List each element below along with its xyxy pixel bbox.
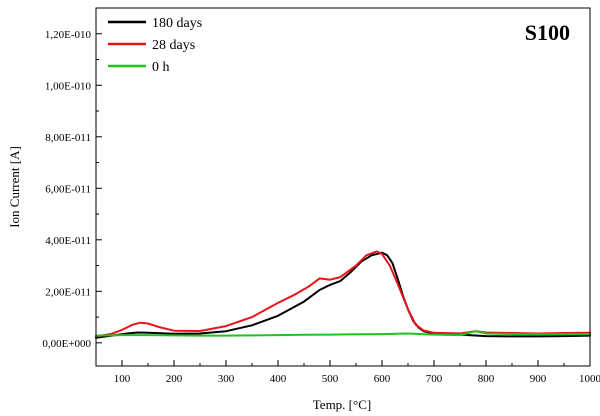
legend-label: 180 days <box>152 16 202 31</box>
x-axis-ticks: 100 200 300 400 500 600 700 800 900 1000 <box>95 360 600 385</box>
x-tick-label: 700 <box>426 373 443 385</box>
x-axis-title: Temp. [°C] <box>313 397 371 412</box>
y-tick-label: 1,20E-010 <box>45 29 92 41</box>
y-tick-label: 4,00E-011 <box>45 235 91 247</box>
x-tick-label: 100 <box>114 373 131 385</box>
y-tick-label: 0,00E+000 <box>42 338 91 350</box>
y-tick-label: 1,00E-010 <box>45 80 92 92</box>
plot-frame <box>95 7 591 367</box>
x-tick-label: 200 <box>166 373 183 385</box>
series-line-0-h <box>95 330 591 337</box>
y-axis-title: Ion Current [A] <box>7 146 22 228</box>
x-tick-label: 400 <box>270 373 287 385</box>
series-line-180-days <box>95 251 591 339</box>
legend: 180 days 28 days 0 h <box>108 16 202 75</box>
x-tick-label: 900 <box>530 373 547 385</box>
series-line-28-days <box>95 250 591 338</box>
x-tick-label: 300 <box>218 373 235 385</box>
y-axis-ticks: 0,00E+000 2,00E-011 4,00E-011 6,00E-011 8,00… <box>42 29 102 350</box>
y-tick-label: 2,00E-011 <box>45 286 91 298</box>
chart-title: S100 <box>525 20 570 45</box>
x-tick-label: 1000 <box>579 373 600 385</box>
plot-series <box>95 250 591 339</box>
legend-label: 0 h <box>152 60 170 75</box>
x-tick-label: 800 <box>478 373 495 385</box>
legend-label: 28 days <box>152 38 195 53</box>
x-tick-label: 600 <box>374 373 391 385</box>
x-tick-label: 500 <box>322 373 339 385</box>
y-tick-label: 6,00E-011 <box>45 183 91 195</box>
y-tick-label: 8,00E-011 <box>45 132 91 144</box>
